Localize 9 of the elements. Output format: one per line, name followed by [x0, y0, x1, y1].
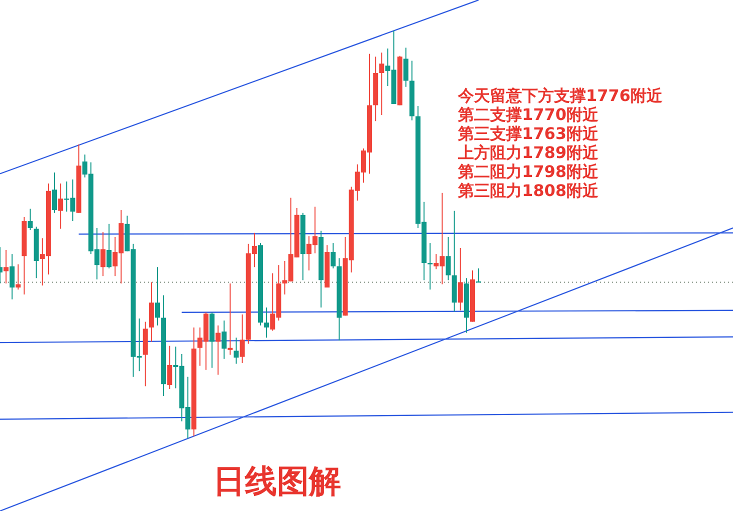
annotation: 第三阻力1808附近	[458, 181, 600, 200]
annotation: 第二支撑1770附近	[458, 105, 600, 124]
text: 日线图解	[213, 461, 341, 502]
annotation: 上方阻力1789附近	[458, 143, 600, 162]
candlestick	[428, 243, 433, 290]
annotation: 第三支撑1763附近	[458, 124, 600, 143]
annotation: 今天留意下方支撑1776附近	[458, 86, 663, 105]
annotation: 第二阻力1798附近	[458, 162, 600, 181]
candlestick	[228, 283, 233, 355]
